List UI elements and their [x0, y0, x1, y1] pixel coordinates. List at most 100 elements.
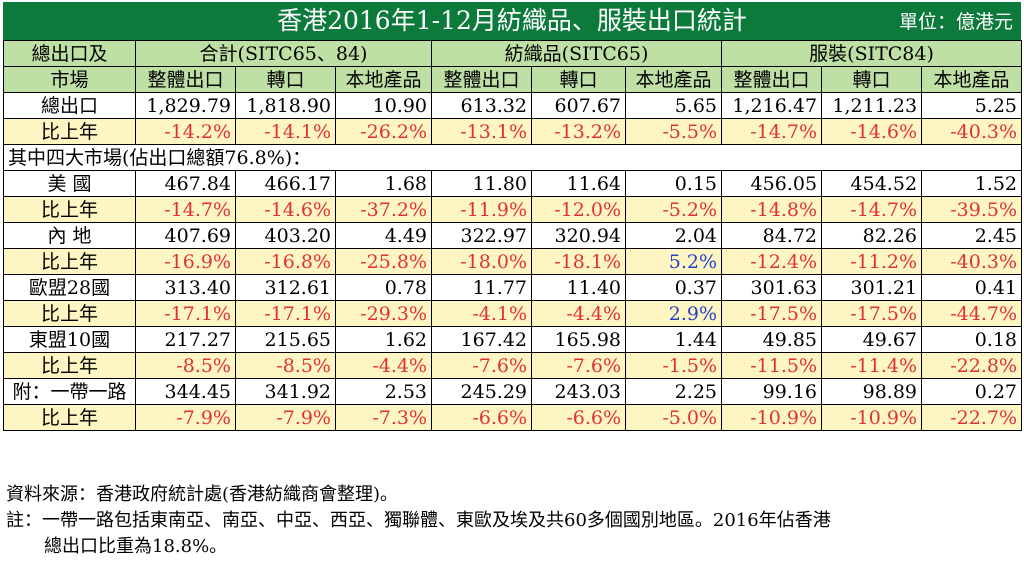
table-row-yoy: 比上年 -8.5% -8.5% -4.4% -7.6% -7.6% -1.5% -11.5% -… — [3, 352, 1023, 379]
yoy-cell: -5.5% — [625, 118, 723, 145]
yoy-cell: -11.9% — [431, 196, 533, 223]
value-cell: 454.52 — [821, 170, 923, 197]
yoy-label: 比上年 — [3, 352, 136, 379]
row-label: 附：一帶一路 — [3, 378, 136, 405]
yoy-cell: -11.2% — [821, 248, 923, 275]
value-cell: 344.45 — [135, 378, 236, 405]
value-cell: 313.40 — [135, 274, 236, 301]
value-cell: 5.25 — [921, 92, 1023, 119]
header-label-top: 總出口及 — [3, 40, 136, 67]
table-row: 內 地 407.69 403.20 4.49 322.97 320.94 2.04 84.72… — [3, 222, 1023, 249]
yoy-cell: -25.8% — [334, 248, 433, 275]
value-cell: 467.84 — [135, 170, 236, 197]
value-cell: 99.16 — [721, 378, 823, 405]
value-cell: 613.32 — [431, 92, 533, 119]
yoy-cell: -6.6% — [531, 404, 627, 431]
value-cell: 215.65 — [235, 326, 336, 353]
value-cell: 320.94 — [531, 222, 627, 249]
subcol-header: 轉口 — [531, 66, 627, 93]
yoy-cell: -4.4% — [531, 300, 627, 327]
yoy-cell: -17.5% — [821, 300, 923, 327]
value-cell: 243.03 — [531, 378, 627, 405]
yoy-cell: -5.2% — [625, 196, 723, 223]
yoy-cell: -14.7% — [821, 196, 923, 223]
yoy-label: 比上年 — [3, 404, 136, 431]
value-cell: 82.26 — [821, 222, 923, 249]
value-cell: 11.64 — [531, 170, 627, 197]
yoy-cell: -18.0% — [431, 248, 533, 275]
yoy-cell: -5.0% — [625, 404, 723, 431]
value-cell: 1.44 — [625, 326, 723, 353]
value-cell: 245.29 — [431, 378, 533, 405]
yoy-cell: -14.6% — [235, 196, 336, 223]
yoy-cell: -12.4% — [721, 248, 823, 275]
value-cell: 0.41 — [921, 274, 1023, 301]
value-cell: 84.72 — [721, 222, 823, 249]
header-label-bottom: 市場 — [3, 66, 136, 93]
yoy-cell: -40.3% — [921, 118, 1023, 145]
subcol-header: 整體出口 — [135, 66, 236, 93]
row-label: 歐盟28國 — [3, 274, 136, 301]
value-cell: 1,829.79 — [135, 92, 236, 119]
yoy-label: 比上年 — [3, 118, 136, 145]
table-row-yoy: 比上年 -14.7% -14.6% -37.2% -11.9% -12.0% -5.2% -1… — [3, 196, 1023, 223]
note-line-1: 註：一帶一路包括東南亞、南亞、中亞、西亞、獨聯體、東歐及埃及共60多個國別地區。… — [6, 510, 831, 531]
yoy-cell: -8.5% — [235, 352, 336, 379]
yoy-cell: -40.3% — [921, 248, 1023, 275]
value-cell: 1.62 — [334, 326, 433, 353]
value-cell: 322.97 — [431, 222, 533, 249]
value-cell: 312.61 — [235, 274, 336, 301]
value-cell: 10.90 — [334, 92, 433, 119]
value-cell: 4.49 — [334, 222, 433, 249]
table-row: 總出口 1,829.79 1,818.90 10.90 613.32 607.67 5.65… — [3, 92, 1023, 119]
row-label: 內 地 — [3, 222, 136, 249]
header-row-subcols: 市場 整體出口 轉口 本地產品 整體出口 轉口 本地產品 整體出口 轉口 本地產… — [3, 66, 1023, 93]
yoy-cell: -17.1% — [235, 300, 336, 327]
table-row-yoy: 比上年 -17.1% -17.1% -29.3% -4.1% -4.4% 2.9% -17.5… — [3, 300, 1023, 327]
yoy-cell: -26.2% — [334, 118, 433, 145]
yoy-cell: -22.8% — [921, 352, 1023, 379]
unit-label: 單位：億港元 — [898, 11, 1013, 33]
yoy-cell: -14.6% — [821, 118, 923, 145]
value-cell: 11.77 — [431, 274, 533, 301]
yoy-label: 比上年 — [3, 196, 136, 223]
yoy-cell: -4.4% — [334, 352, 433, 379]
yoy-cell: -14.7% — [135, 196, 236, 223]
subcol-header: 本地產品 — [334, 66, 433, 93]
yoy-cell: -7.9% — [135, 404, 236, 431]
subcol-header: 本地產品 — [921, 66, 1023, 93]
value-cell: 217.27 — [135, 326, 236, 353]
value-cell: 2.25 — [625, 378, 723, 405]
row-label: 總出口 — [3, 92, 136, 119]
yoy-label: 比上年 — [3, 248, 136, 275]
yoy-cell: -17.5% — [721, 300, 823, 327]
value-cell: 301.21 — [821, 274, 923, 301]
yoy-cell: -18.1% — [531, 248, 627, 275]
value-cell: 341.92 — [235, 378, 336, 405]
table-row: 附：一帶一路 344.45 341.92 2.53 245.29 243.03 2.25 99… — [3, 378, 1023, 405]
yoy-cell: -10.9% — [821, 404, 923, 431]
value-cell: 98.89 — [821, 378, 923, 405]
group-header-clothing: 服裝(SITC84) — [721, 40, 1023, 67]
value-cell: 1,211.23 — [821, 92, 923, 119]
yoy-cell: -7.9% — [235, 404, 336, 431]
yoy-cell: -11.5% — [721, 352, 823, 379]
yoy-cell: -22.7% — [921, 404, 1023, 431]
yoy-cell: -7.6% — [431, 352, 533, 379]
yoy-cell: -14.7% — [721, 118, 823, 145]
yoy-cell: 5.2% — [625, 248, 723, 275]
yoy-cell: -6.6% — [431, 404, 533, 431]
yoy-cell: -37.2% — [334, 196, 433, 223]
table-row: 美 國 467.84 466.17 1.68 11.80 11.64 0.15 456.05 4… — [3, 170, 1023, 197]
value-cell: 1.52 — [921, 170, 1023, 197]
row-label: 東盟10國 — [3, 326, 136, 353]
yoy-cell: -10.9% — [721, 404, 823, 431]
yoy-cell: -39.5% — [921, 196, 1023, 223]
yoy-cell: -7.3% — [334, 404, 433, 431]
table-row-yoy: 比上年 -16.9% -16.8% -25.8% -18.0% -18.1% 5.2% -12… — [3, 248, 1023, 275]
value-cell: 1,818.90 — [235, 92, 336, 119]
yoy-cell: -16.9% — [135, 248, 236, 275]
yoy-cell: -13.1% — [431, 118, 533, 145]
yoy-cell: -13.2% — [531, 118, 627, 145]
